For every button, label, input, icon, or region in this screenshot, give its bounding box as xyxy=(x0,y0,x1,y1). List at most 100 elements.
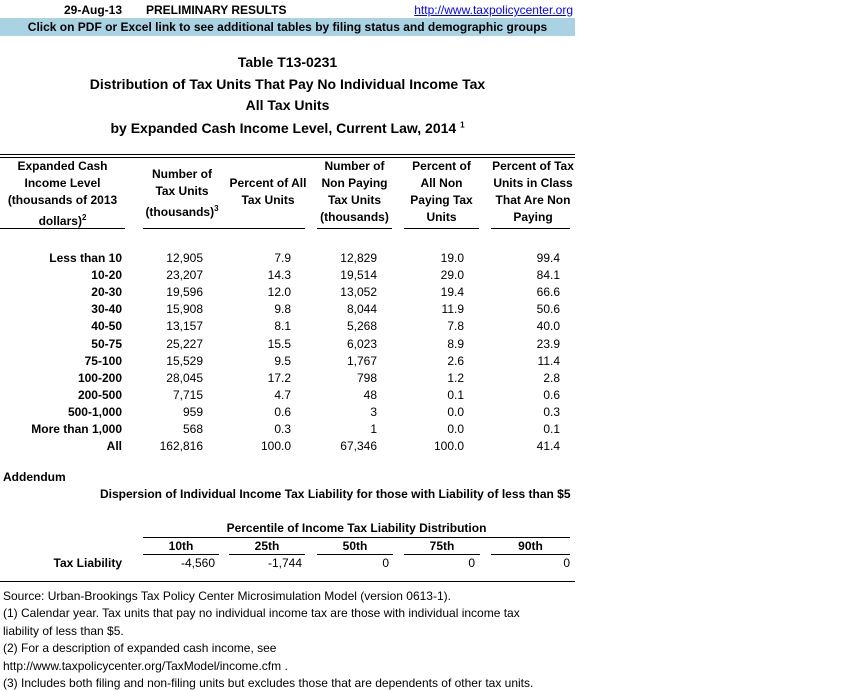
table-row: More than 1,000 568 0.3 1 0.0 0.1 xyxy=(0,421,575,438)
table-row: 30-40 15,908 9.8 8,044 11.9 50.6 xyxy=(0,301,575,318)
cell: 798 xyxy=(356,370,377,385)
col-header-num-units: Number of Tax Units (thousands)3 xyxy=(145,167,219,219)
tax-liability-value: -4,560 xyxy=(180,556,215,570)
cell: 7.9 xyxy=(274,251,291,265)
divider xyxy=(404,554,480,555)
cell: 99.4 xyxy=(536,251,560,265)
row-label: All xyxy=(106,439,122,454)
tax-liability-value: 0 xyxy=(382,556,389,570)
cell: 7.8 xyxy=(447,319,464,334)
percentile-header: Percentile of Income Tax Liability Distr… xyxy=(226,521,487,535)
divider xyxy=(0,154,575,155)
cell: 0.1 xyxy=(543,422,560,436)
cell: 8.9 xyxy=(447,336,464,351)
cell: 15.5 xyxy=(267,336,291,351)
col-header-pct-in-class: Percent of Tax Units in Class That Are N… xyxy=(492,159,574,224)
footnote: (2) For a description of expanded cash i… xyxy=(3,641,277,656)
table-row: 75-100 15,529 9.5 1,767 2.6 11.4 xyxy=(0,353,575,370)
cell: 1,767 xyxy=(346,353,377,368)
cell: 14.3 xyxy=(267,268,291,283)
cell: 23.9 xyxy=(536,336,560,351)
cell: 2.6 xyxy=(447,353,464,368)
cell: 15,908 xyxy=(166,302,203,317)
col-header-income: Expanded Cash Income Level (thousands of… xyxy=(7,159,118,228)
row-label: 50-75 xyxy=(91,336,122,351)
footnote: (3) Includes both filing and non-filing … xyxy=(3,676,534,690)
footnote: liability of less than $5. xyxy=(3,623,124,638)
divider xyxy=(143,537,570,538)
cell: 4.7 xyxy=(274,387,291,402)
percentile-header-cell: 50th xyxy=(342,539,368,553)
cell: 12,905 xyxy=(166,251,203,265)
divider xyxy=(404,228,479,229)
cell: 0.3 xyxy=(274,422,291,436)
cell: 8,044 xyxy=(346,302,377,317)
table-subtitle-2: by Expanded Cash Income Level, Current L… xyxy=(0,120,575,136)
info-banner: Click on PDF or Excel link to see additi… xyxy=(0,18,575,36)
table-row: All 162,816 100.0 67,346 100.0 41.4 xyxy=(0,438,575,455)
cell: 0.0 xyxy=(447,422,464,436)
cell: 959 xyxy=(182,404,203,419)
cell: 0.6 xyxy=(543,387,560,402)
cell: 25,227 xyxy=(166,336,203,351)
footnote: (1) Calendar year. Tax units that pay no… xyxy=(3,606,520,621)
row-label: Less than 10 xyxy=(49,251,122,265)
divider xyxy=(0,581,575,582)
divider xyxy=(143,554,219,555)
cell: 66.6 xyxy=(536,285,560,300)
cell: 17.2 xyxy=(267,370,291,385)
cell: 5,268 xyxy=(346,319,377,334)
divider xyxy=(491,228,570,229)
footnote: http://www.taxpolicycenter.org/TaxModel/… xyxy=(3,658,288,673)
cell: 1.2 xyxy=(447,370,464,385)
table-row: 100-200 28,045 17.2 798 1.2 2.8 xyxy=(0,370,575,387)
table-row: 200-500 7,715 4.7 48 0.1 0.6 xyxy=(0,387,575,404)
cell: 11.9 xyxy=(441,302,464,317)
cell: 0.1 xyxy=(447,387,464,402)
row-label: 75-100 xyxy=(84,353,122,368)
percentile-header-cell: 25th xyxy=(254,539,280,553)
cell: 15,529 xyxy=(166,353,203,368)
cell: 1 xyxy=(370,422,377,436)
table-row: 500-1,000 959 0.6 3 0.0 0.3 xyxy=(0,404,575,421)
cell: 8.1 xyxy=(274,319,291,334)
cell: 0.0 xyxy=(447,404,464,419)
cell: 3 xyxy=(370,404,377,419)
divider xyxy=(143,228,305,229)
cell: 19.0 xyxy=(440,251,464,265)
table-subtitle: All Tax Units xyxy=(245,97,330,113)
table-row: 20-30 19,596 12.0 13,052 19.4 66.6 xyxy=(0,284,575,301)
cell: 568 xyxy=(182,422,203,436)
addendum-label: Addendum xyxy=(3,470,66,484)
tax-liability-value: -1,744 xyxy=(267,556,302,570)
cell: 67,346 xyxy=(340,439,377,454)
cell: 7,715 xyxy=(172,387,203,402)
cell: 48 xyxy=(363,387,377,402)
cell: 29.0 xyxy=(440,268,464,283)
col-header-pct-units: Percent of All Tax Units xyxy=(229,176,307,207)
cell: 6,023 xyxy=(346,336,377,351)
subtitle-text: by Expanded Cash Income Level, Current L… xyxy=(110,120,457,136)
cell: 12,829 xyxy=(340,251,377,265)
table-row: Less than 10 12,905 7.9 12,829 19.0 99.4 xyxy=(0,250,575,267)
row-label: More than 1,000 xyxy=(31,422,122,436)
status-label: PRELIMINARY RESULTS xyxy=(146,3,287,17)
table-title: Distribution of Tax Units That Pay No In… xyxy=(89,76,486,92)
cell: 2.8 xyxy=(543,370,560,385)
cell: 13,052 xyxy=(340,285,377,300)
cell: 100.0 xyxy=(433,439,464,454)
footnote-ref: 1 xyxy=(460,120,465,130)
tax-liability-value: 0 xyxy=(468,556,475,570)
footnote: Source: Urban-Brookings Tax Policy Cente… xyxy=(3,589,451,603)
cell: 0.3 xyxy=(543,404,560,419)
cell: 19,596 xyxy=(166,285,203,300)
divider xyxy=(491,554,570,555)
cell: 40.0 xyxy=(536,319,560,334)
cell: 50.6 xyxy=(536,302,560,317)
cell: 11.4 xyxy=(537,353,560,368)
tpc-link[interactable]: http://www.taxpolicycenter.org xyxy=(414,3,573,17)
table-id: Table T13-0231 xyxy=(237,54,338,70)
row-label: 30-40 xyxy=(91,302,122,317)
tax-liability-value: 0 xyxy=(563,556,570,570)
row-label: 10-20 xyxy=(91,268,122,283)
